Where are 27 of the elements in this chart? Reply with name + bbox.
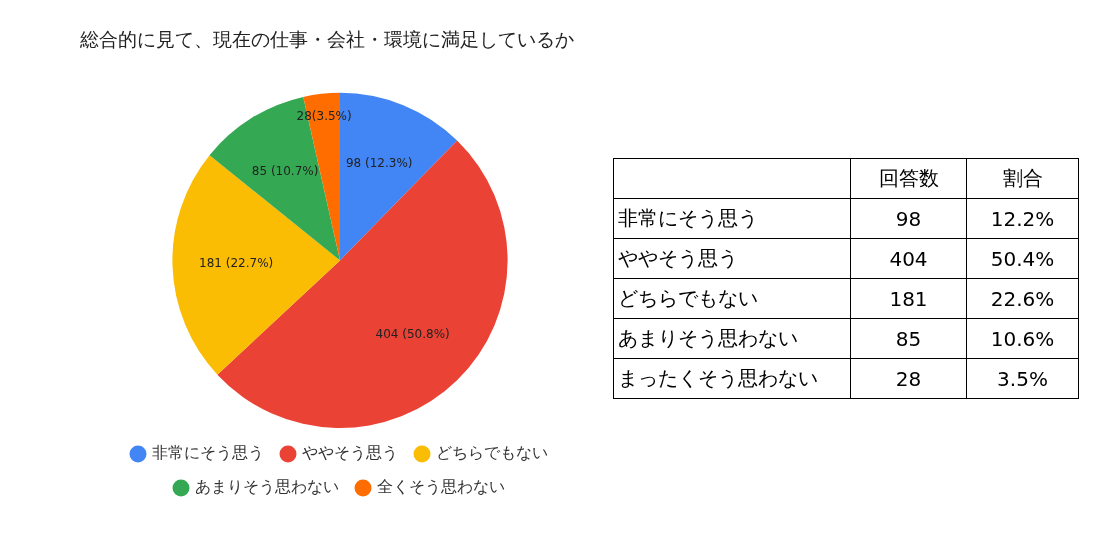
data-label: 22.6% bbox=[966, 278, 1079, 319]
legend-label: ややそう思う bbox=[302, 443, 398, 463]
data-label: 28 bbox=[850, 358, 967, 399]
data-label: 181 (22.7%) bbox=[199, 256, 274, 271]
data-label: 10.6% bbox=[966, 318, 1079, 359]
data-label: 3.5% bbox=[966, 358, 1079, 399]
category-label: ややそう思う bbox=[613, 238, 851, 279]
text: 割合 bbox=[966, 158, 1079, 199]
category-label: あまりそう思わない bbox=[613, 318, 851, 359]
data-label: 85 bbox=[850, 318, 967, 359]
legend-label: 非常にそう思う bbox=[152, 443, 264, 463]
chart-title: 総合的に見て、現在の仕事・会社・環境に満足しているか bbox=[79, 28, 574, 51]
data-label: 98 bbox=[850, 198, 967, 239]
data-label: 181 bbox=[850, 278, 967, 319]
data-label: 98 (12.3%) bbox=[345, 156, 413, 171]
text: 回答数 bbox=[850, 158, 967, 199]
category-label: まったくそう思わない bbox=[613, 358, 851, 399]
data-label: 404 (50.8%) bbox=[375, 326, 450, 341]
legend-label: どちらでもない bbox=[436, 443, 548, 463]
legend-label: あまりそう思わない bbox=[195, 477, 339, 497]
category-label: 非常にそう思う bbox=[613, 198, 851, 239]
category-label: どちらでもない bbox=[613, 278, 851, 319]
data-label: 85 (10.7%) bbox=[251, 164, 319, 179]
data-label: 404 bbox=[850, 238, 967, 279]
data-label: 50.4% bbox=[966, 238, 1079, 279]
legend-label: 全くそう思わない bbox=[377, 477, 505, 497]
data-label: 12.2% bbox=[966, 198, 1079, 239]
